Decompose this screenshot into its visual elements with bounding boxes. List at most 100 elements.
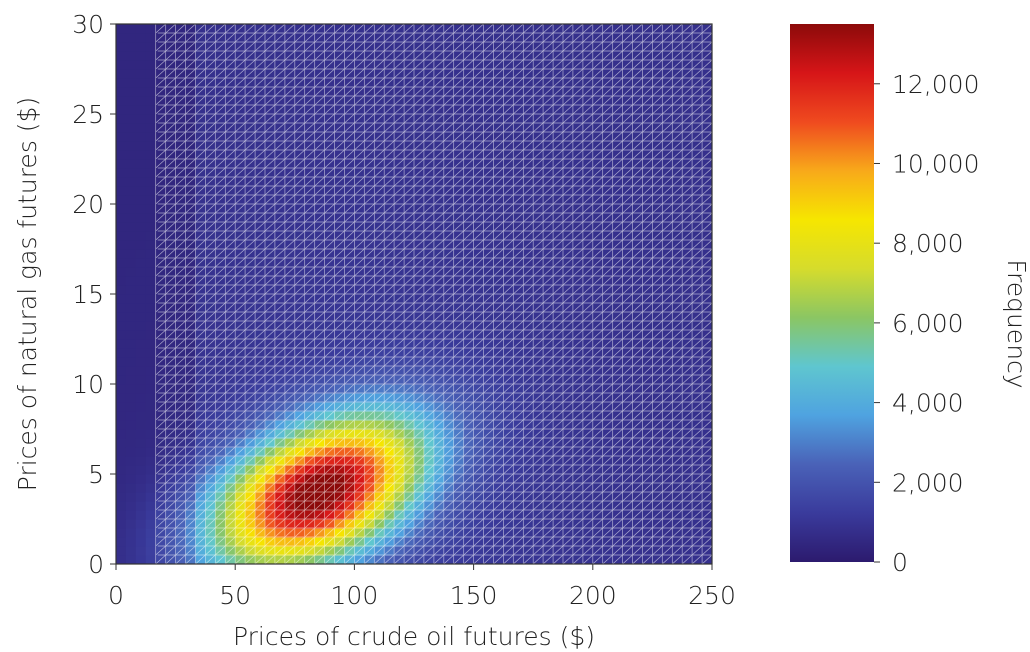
heatmap-cell — [483, 393, 495, 403]
heatmap-cell — [314, 186, 326, 196]
heatmap-cell — [354, 555, 365, 564]
heatmap-cell — [205, 312, 216, 322]
heatmap-cell — [304, 195, 316, 205]
heatmap-cell — [672, 150, 683, 160]
heatmap-cell — [642, 555, 653, 564]
heatmap-cell — [284, 240, 296, 250]
heatmap-cell — [175, 33, 187, 43]
heatmap-cell — [274, 159, 286, 169]
heatmap-cell — [324, 456, 336, 466]
heatmap-cell — [304, 402, 316, 412]
heatmap-cell — [145, 519, 157, 529]
heatmap-cell — [354, 330, 365, 340]
heatmap-cell — [652, 33, 663, 43]
heatmap-cell — [513, 330, 524, 340]
heatmap-cell — [483, 276, 495, 286]
heatmap-cell — [493, 330, 504, 340]
heatmap-cell — [334, 330, 346, 340]
heatmap-cell — [344, 285, 355, 295]
heatmap-cell — [195, 204, 206, 214]
heatmap-cell — [135, 33, 147, 43]
heatmap-cell — [374, 510, 385, 520]
heatmap-cell — [165, 357, 177, 367]
heatmap-cell — [255, 222, 266, 232]
heatmap-cell — [354, 456, 365, 466]
heatmap-cell — [414, 303, 425, 313]
heatmap-cell — [652, 105, 663, 115]
heatmap-cell — [543, 474, 554, 484]
heatmap-cell — [523, 60, 534, 70]
heatmap-cell — [692, 393, 703, 403]
heatmap-cell — [592, 186, 604, 196]
heatmap-cell — [404, 375, 415, 385]
heatmap-cell — [334, 240, 346, 250]
heatmap-cell — [304, 42, 316, 52]
heatmap-cell — [493, 492, 504, 502]
heatmap-cell — [493, 384, 504, 394]
heatmap-cell — [175, 222, 187, 232]
heatmap-cell — [503, 375, 514, 385]
heatmap-cell — [702, 447, 712, 457]
heatmap-cell — [354, 123, 365, 133]
heatmap-cell — [523, 96, 534, 106]
heatmap-cell — [473, 402, 485, 412]
heatmap-cell — [215, 393, 226, 403]
heatmap-cell — [145, 42, 157, 52]
heatmap-cell — [235, 528, 246, 538]
heatmap-cell — [185, 285, 197, 295]
heatmap-cell — [255, 501, 266, 511]
heatmap-cell — [265, 402, 276, 412]
heatmap-cell — [245, 519, 256, 529]
heatmap-cell — [145, 429, 157, 439]
heatmap-cell — [702, 375, 712, 385]
heatmap-cell — [543, 78, 554, 88]
heatmap-cell — [245, 132, 256, 142]
heatmap-cell — [662, 123, 673, 133]
heatmap-cell — [394, 249, 405, 259]
heatmap-cell — [344, 537, 355, 547]
heatmap-cell — [235, 222, 246, 232]
heatmap-cell — [632, 420, 644, 430]
heatmap-cell — [284, 105, 296, 115]
heatmap-cell — [553, 69, 564, 79]
heatmap-cell — [404, 105, 415, 115]
heatmap-cell — [453, 249, 465, 259]
heatmap-cell — [682, 474, 693, 484]
heatmap-cell — [563, 159, 574, 169]
heatmap-cell — [473, 42, 485, 52]
heatmap-cell — [344, 429, 355, 439]
heatmap-cell — [304, 321, 316, 331]
heatmap-cell — [622, 393, 634, 403]
heatmap-cell — [463, 492, 475, 502]
heatmap-cell — [324, 330, 336, 340]
heatmap-cell — [632, 438, 644, 448]
heatmap-cell — [404, 258, 415, 268]
heatmap-cell — [245, 159, 256, 169]
heatmap-cell — [265, 204, 276, 214]
heatmap-cell — [642, 87, 653, 97]
heatmap-cell — [632, 555, 644, 564]
heatmap-cell — [592, 492, 604, 502]
heatmap-cell — [334, 249, 346, 259]
heatmap-cell — [225, 339, 236, 349]
heatmap-cell — [284, 42, 296, 52]
heatmap-cell — [503, 411, 514, 421]
heatmap-cell — [612, 285, 624, 295]
heatmap-cell — [483, 51, 495, 61]
heatmap-cell — [165, 375, 177, 385]
heatmap-cell — [354, 204, 365, 214]
grid-lines — [155, 24, 712, 564]
heatmap-cell — [404, 51, 415, 61]
heatmap-cell — [245, 168, 256, 178]
heatmap-cell — [215, 204, 226, 214]
heatmap-cell — [702, 276, 712, 286]
heatmap-cell — [483, 42, 495, 52]
heatmap-cell — [155, 357, 167, 367]
heatmap-cell — [265, 33, 276, 43]
heatmap-cell — [632, 483, 644, 493]
heatmap-cell — [354, 150, 365, 160]
heatmap-cell — [632, 537, 644, 547]
heatmap-cell — [483, 132, 495, 142]
heatmap-cell — [334, 276, 346, 286]
heatmap-cell — [553, 132, 564, 142]
